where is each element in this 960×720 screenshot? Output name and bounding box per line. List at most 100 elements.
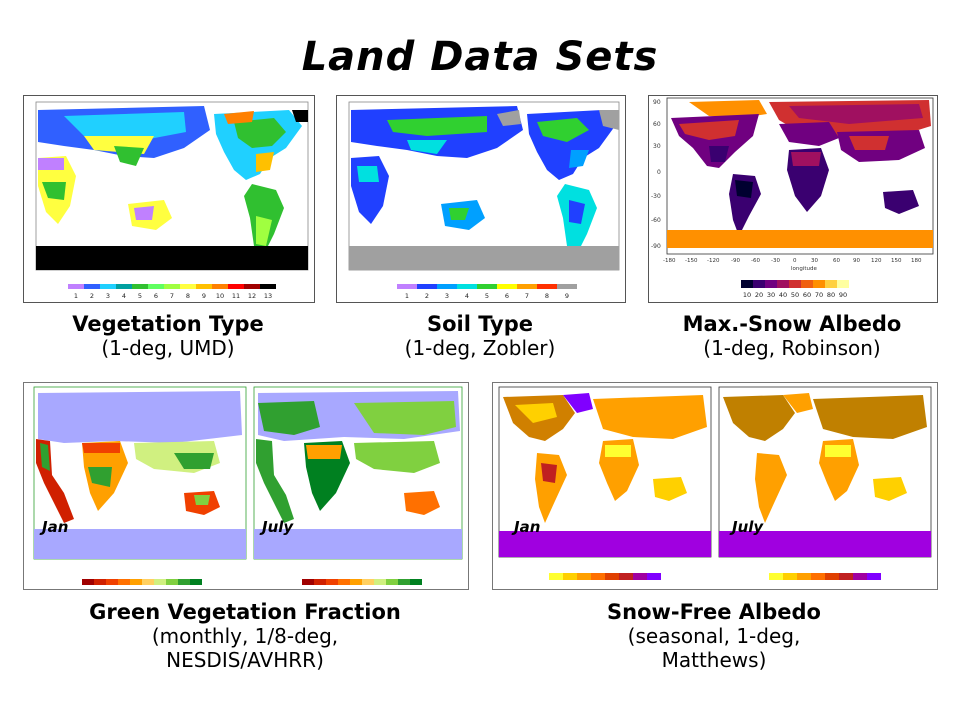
gvf-legend-swatch — [82, 579, 94, 585]
albedo-legend-label: 50 — [791, 291, 799, 299]
svg-text:120: 120 — [871, 258, 882, 264]
snowfree-caption: Snow-Free Albedo (seasonal, 1-deg, Matth… — [492, 600, 936, 672]
gvf-legend-swatch — [314, 579, 326, 585]
greenveg-caption: Green Vegetation Fraction (monthly, 1/8-… — [23, 600, 467, 672]
svg-text:-120: -120 — [707, 258, 720, 264]
svg-text:-30: -30 — [771, 258, 780, 264]
greenveg-caption-title: Green Vegetation Fraction — [89, 600, 401, 624]
gvf-legend-swatch — [94, 579, 106, 585]
veg-legend-swatch — [228, 284, 244, 289]
soil-legend-swatch — [397, 284, 417, 289]
sfa-legend-swatch — [797, 573, 811, 580]
albedo-australia — [883, 190, 919, 214]
sfa-july-map — [718, 386, 932, 558]
albedo-legend-swatch — [765, 280, 777, 288]
slide-title: Land Data Sets — [301, 34, 659, 80]
albedo-legend: 10 20 30 40 50 60 70 80 90 — [741, 280, 849, 299]
albedo-legend-label: 40 — [779, 291, 787, 299]
soil-legend-label: 3 — [445, 292, 449, 300]
soil-legend-label: 2 — [425, 292, 429, 300]
veg-legend-label: 9 — [202, 292, 206, 300]
soil-legend-label: 8 — [545, 292, 549, 300]
albedo-legend-swatch — [825, 280, 837, 288]
gvf-month-july: July — [262, 518, 294, 536]
albedo-legend-label: 10 — [743, 291, 751, 299]
snow-free-albedo-maps — [492, 382, 938, 590]
gvf-legend-swatch — [106, 579, 118, 585]
sfa-month-july: July — [732, 518, 764, 536]
albedo-legend-swatch — [753, 280, 765, 288]
sfa-legend-swatch — [839, 573, 853, 580]
svg-text:60: 60 — [653, 121, 661, 128]
soil-caption-title: Soil Type — [426, 312, 534, 336]
svg-text:90: 90 — [853, 258, 860, 264]
sfa-legend-swatch — [783, 573, 797, 580]
svg-text:0: 0 — [793, 258, 797, 264]
veg-legend-swatch — [260, 284, 276, 289]
veg-legend-swatch — [148, 284, 164, 289]
albedo-legend-label: 20 — [755, 291, 763, 299]
sfa-legend-swatch — [811, 573, 825, 580]
gvf-legend-swatch — [350, 579, 362, 585]
svg-text:-60: -60 — [751, 258, 760, 264]
soil-legend-swatch — [497, 284, 517, 289]
veg-antarctica — [36, 246, 308, 270]
soil-legend-label: 1 — [405, 292, 409, 300]
svg-text:-30: -30 — [651, 193, 661, 200]
soil-legend-swatch — [557, 284, 577, 289]
albedo-legend-swatch — [789, 280, 801, 288]
sfa-legend-swatch — [563, 573, 577, 580]
soil-legend-label: 4 — [465, 292, 469, 300]
soil-legend-label: 5 — [485, 292, 489, 300]
soil-legend-swatch — [417, 284, 437, 289]
svg-text:-90: -90 — [651, 243, 661, 250]
albedo-legend-label: 60 — [803, 291, 811, 299]
sfa-legend-swatch — [853, 573, 867, 580]
svg-text:-180: -180 — [663, 258, 676, 264]
veg-legend-label: 10 — [216, 292, 224, 300]
vegetation-caption: Vegetation Type (1-deg, UMD) — [23, 312, 313, 360]
snowfree-caption-line1: (seasonal, 1-deg, — [627, 624, 801, 648]
soil-legend-label: 7 — [525, 292, 529, 300]
veg-legend-swatch — [180, 284, 196, 289]
vegetation-caption-title: Vegetation Type — [72, 312, 264, 336]
svg-text:30: 30 — [811, 258, 818, 264]
green-vegetation-fraction-maps — [23, 382, 469, 590]
veg-legend-swatch — [164, 284, 180, 289]
gvf-legend-swatch — [190, 579, 202, 585]
albedo-legend-label: 90 — [839, 291, 847, 299]
gvf-legend-swatch — [154, 579, 166, 585]
gvf-legend-swatch — [338, 579, 350, 585]
veg-legend-label: 7 — [170, 292, 174, 300]
gvf-legend-swatch — [118, 579, 130, 585]
veg-legend-swatch — [244, 284, 260, 289]
gvf-legend-swatch — [386, 579, 398, 585]
veg-legend-swatch — [212, 284, 228, 289]
soil-legend-swatch — [517, 284, 537, 289]
sfa-legend — [549, 573, 881, 580]
sfa-jan-map — [498, 386, 712, 558]
snowfree-caption-line2: Matthews) — [661, 648, 767, 672]
albedo-legend-label: 70 — [815, 291, 823, 299]
veg-legend-label: 5 — [138, 292, 142, 300]
sfa-legend-swatch — [619, 573, 633, 580]
soil-legend: 1 2 3 4 5 6 7 8 9 — [397, 284, 577, 300]
albedo-legend-swatch — [837, 280, 849, 288]
gvf-month-jan: Jan — [42, 518, 69, 536]
svg-text:90: 90 — [653, 99, 661, 106]
vegetation-type-map: 1 2 3 4 5 6 7 8 9 10 11 12 13 — [23, 95, 315, 303]
albedo-legend-label: 30 — [767, 291, 775, 299]
svg-text:60: 60 — [833, 258, 840, 264]
sfa-legend-swatch — [549, 573, 563, 580]
vegetation-caption-subtitle: (1-deg, UMD) — [101, 336, 235, 360]
albedo-legend-swatch — [777, 280, 789, 288]
soil-legend-swatch — [437, 284, 457, 289]
gvf-legend-swatch — [166, 579, 178, 585]
albedo-antarctica — [667, 230, 933, 248]
veg-legend-label: 11 — [232, 292, 240, 300]
soil-caption-subtitle: (1-deg, Zobler) — [404, 336, 556, 360]
sfa-legend-swatch — [633, 573, 647, 580]
soil-legend-swatch — [537, 284, 557, 289]
sfa-legend-swatch — [591, 573, 605, 580]
gvf-legend-swatch — [178, 579, 190, 585]
